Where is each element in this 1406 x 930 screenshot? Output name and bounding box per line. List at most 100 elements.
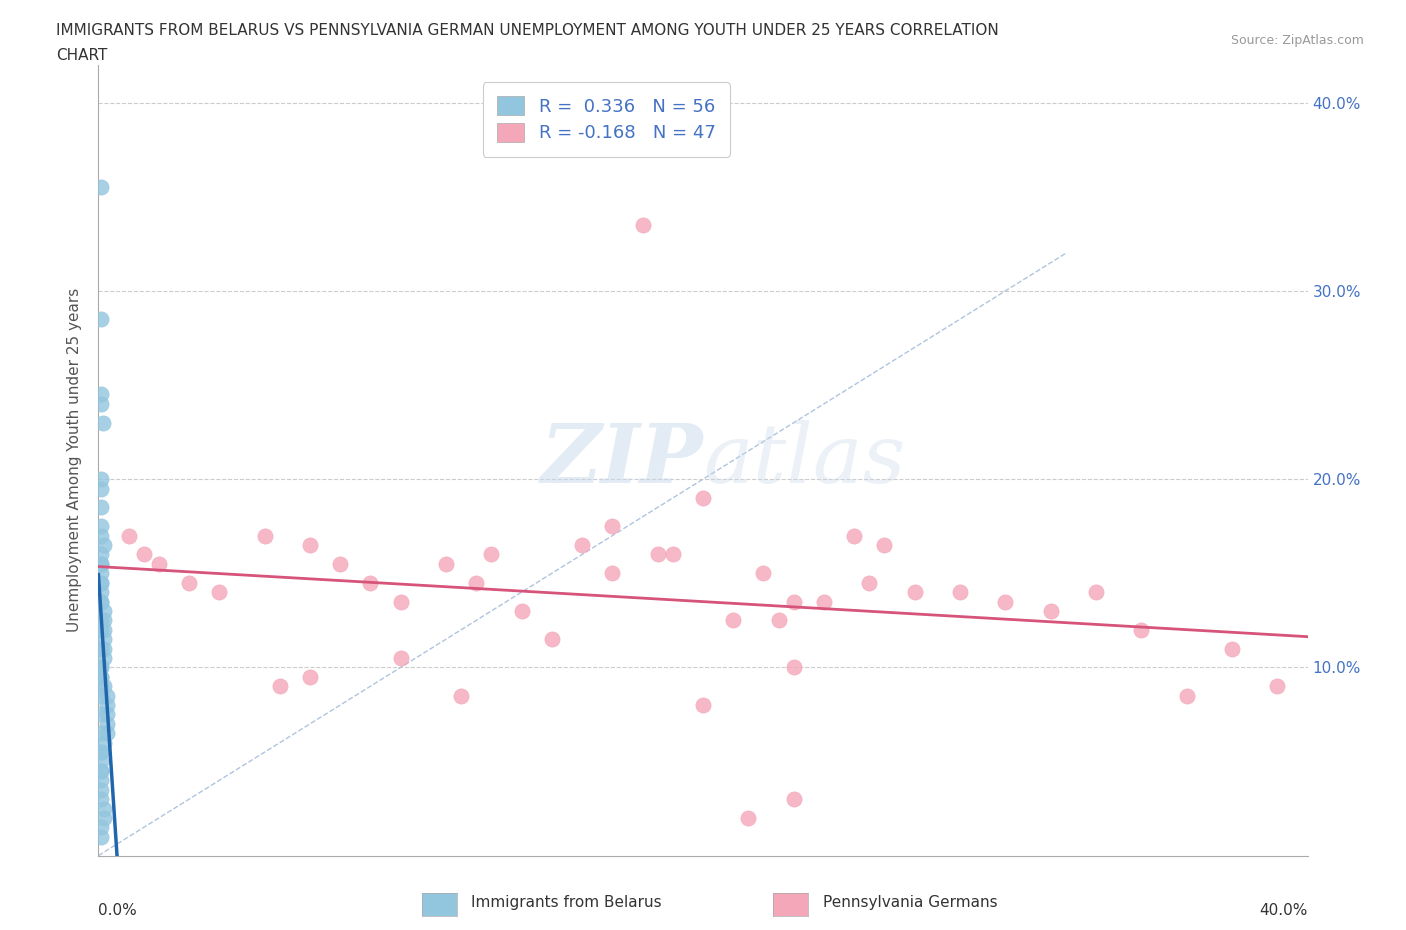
Point [90,670,112,684]
Point [299,670,322,684]
Point [90,745,112,760]
Point [858,576,880,591]
Point [90,707,112,722]
Point [93,679,115,694]
Point [90,576,112,591]
Point [90,791,112,806]
Text: 40.0%: 40.0% [1260,903,1308,918]
Point [90,556,112,571]
Point [661,547,683,562]
Point [752,565,775,580]
Point [571,538,593,552]
Point [90,670,112,684]
Point [994,594,1017,609]
Legend: R =  0.336   N = 56, R = -0.168   N = 47: R = 0.336 N = 56, R = -0.168 N = 47 [482,82,730,157]
Point [329,556,352,571]
Point [647,547,669,562]
Point [269,679,291,694]
Y-axis label: Unemployment Among Youth under 25 years: Unemployment Among Youth under 25 years [67,288,83,632]
Point [389,651,412,666]
Point [602,519,624,534]
Point [93,613,115,628]
Point [90,830,112,844]
Point [90,688,112,703]
Point [90,312,112,326]
Point [481,547,503,562]
Point [1267,679,1289,694]
Point [93,811,115,826]
Point [90,387,112,402]
Point [90,180,112,195]
Point [299,538,322,552]
Text: ZIP: ZIP [540,420,703,500]
Point [90,782,112,797]
Point [96,698,118,712]
Point [90,679,112,694]
Point [90,660,112,675]
Point [389,594,412,609]
Point [93,641,115,656]
Point [93,604,115,618]
Point [90,660,112,675]
Point [723,613,745,628]
Point [1130,622,1153,637]
Point [90,745,112,760]
Point [179,576,201,591]
Point [90,576,112,591]
Point [90,528,112,543]
Point [783,594,806,609]
Point [692,490,714,505]
Point [90,519,112,534]
Text: Source: ZipAtlas.com: Source: ZipAtlas.com [1230,34,1364,47]
Point [90,754,112,769]
Point [1175,688,1198,703]
Point [90,472,112,486]
Point [873,538,896,552]
Point [96,688,118,703]
Point [1220,641,1243,656]
Point [540,631,562,646]
Point [118,528,141,543]
Point [90,764,112,778]
Point [783,791,806,806]
Point [148,556,170,571]
Point [93,651,115,666]
Point [90,773,112,788]
Point [96,725,118,740]
Point [90,500,112,515]
Point [783,660,806,675]
Point [96,707,118,722]
Point [90,585,112,600]
Point [90,594,112,609]
Point [1085,585,1108,600]
Point [631,218,654,232]
Point [90,565,112,580]
Point [96,716,118,731]
Text: CHART: CHART [56,48,108,63]
Point [90,641,112,656]
Point [1039,604,1062,618]
Point [90,556,112,571]
Point [90,725,112,740]
Text: Immigrants from Belarus: Immigrants from Belarus [471,895,662,910]
Text: atlas: atlas [703,420,905,500]
Point [93,631,115,646]
Point [844,528,866,543]
Point [90,622,112,637]
Point [360,576,382,591]
Point [90,547,112,562]
Point [465,576,488,591]
Point [93,736,115,751]
Point [253,528,276,543]
Point [737,811,759,826]
Point [434,556,457,571]
Point [768,613,790,628]
Point [90,613,112,628]
Point [93,538,115,552]
Point [90,396,112,411]
Point [93,801,115,816]
Point [692,698,714,712]
Point [450,688,472,703]
Point [90,764,112,778]
Point [602,565,624,580]
